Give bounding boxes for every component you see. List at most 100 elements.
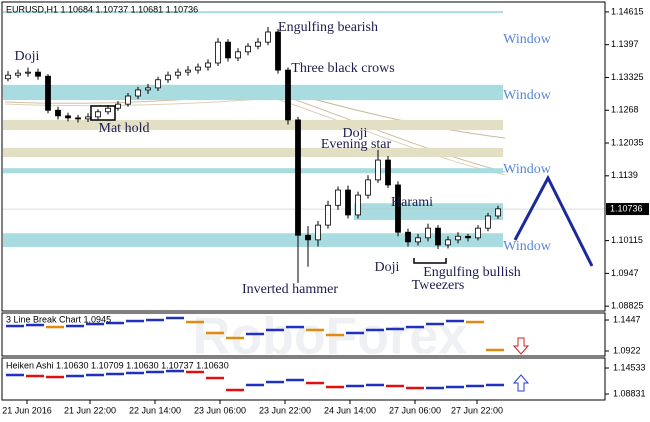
watermark: RoboForex bbox=[193, 308, 468, 366]
candle-body bbox=[395, 184, 401, 233]
sub-mark bbox=[246, 383, 264, 387]
y-tick-label: 1.1268 bbox=[611, 105, 639, 115]
sub-mark bbox=[86, 322, 104, 326]
candle-body bbox=[5, 74, 11, 80]
sub-mark bbox=[46, 375, 64, 379]
candle-body bbox=[255, 41, 261, 47]
sub-mark bbox=[246, 332, 264, 336]
sub-mark bbox=[226, 388, 244, 392]
panel-title: Heiken Ashi 1.10630 1.10709 1.10630 1.10… bbox=[6, 360, 229, 370]
annotation: Window bbox=[503, 88, 552, 103]
sub-mark bbox=[146, 318, 164, 322]
candle-body bbox=[385, 159, 391, 186]
candle-body bbox=[265, 31, 271, 43]
candle-body bbox=[75, 117, 81, 120]
sub-mark bbox=[366, 383, 384, 387]
annotation: Doji bbox=[375, 260, 400, 275]
sub-mark bbox=[366, 328, 384, 332]
heiken-panel bbox=[1, 357, 606, 401]
sub-mark bbox=[326, 333, 344, 337]
pattern-box bbox=[90, 105, 116, 121]
pattern-bracket bbox=[413, 258, 447, 264]
y-tick-label: 1.13325 bbox=[611, 72, 644, 82]
last-price-label: 1.10736 bbox=[610, 203, 643, 213]
sub-mark bbox=[306, 328, 324, 332]
x-tick-label: 27 Jun 06:00 bbox=[389, 405, 441, 415]
candle-body bbox=[115, 103, 121, 109]
candle-body bbox=[205, 62, 211, 68]
candle-body bbox=[105, 107, 111, 113]
annotation: Window bbox=[503, 239, 552, 254]
sub-mark bbox=[386, 327, 404, 331]
y-tick-label: 1.12035 bbox=[611, 137, 644, 147]
sub-mark bbox=[166, 369, 184, 373]
x-tick-label: 23 Jun 06:00 bbox=[194, 405, 246, 415]
zone bbox=[3, 168, 503, 174]
candle-body bbox=[95, 111, 101, 118]
candle-body bbox=[295, 119, 301, 236]
line-break-panel bbox=[1, 312, 606, 357]
sub-mark bbox=[46, 325, 64, 329]
annotation: Three black crows bbox=[291, 61, 394, 76]
candle-body bbox=[495, 208, 501, 217]
sub-mark bbox=[446, 319, 464, 323]
zone bbox=[3, 233, 503, 247]
candle-body bbox=[335, 189, 341, 206]
candle-body bbox=[345, 189, 351, 216]
panel-title: 3 Line Break Chart 1.0945 bbox=[6, 314, 111, 324]
annotation: Doji bbox=[15, 49, 40, 64]
y-tick-label: 1.14615 bbox=[611, 6, 644, 16]
candle-body bbox=[465, 235, 471, 239]
main-panel bbox=[1, 1, 606, 312]
x-tick-label: 23 Jun 22:00 bbox=[259, 405, 311, 415]
candle-body bbox=[315, 224, 321, 241]
annotation: Inverted hammer bbox=[242, 282, 338, 297]
candle-body bbox=[275, 31, 281, 71]
annotation: Engulfing bearish bbox=[278, 20, 378, 35]
candle-body bbox=[45, 75, 51, 111]
candle-body bbox=[55, 109, 61, 117]
sub-mark bbox=[486, 348, 504, 352]
candle-body bbox=[355, 194, 361, 216]
candle-body bbox=[475, 227, 481, 239]
sub-mark bbox=[446, 385, 464, 389]
candle-body bbox=[195, 66, 201, 71]
forecast-arrow bbox=[513, 174, 594, 267]
annotation: Harami bbox=[391, 195, 433, 210]
sub-mark bbox=[426, 386, 444, 390]
sub-mark bbox=[206, 376, 224, 380]
candle-body bbox=[135, 89, 141, 97]
candle-body bbox=[415, 237, 421, 243]
candle-body bbox=[35, 71, 41, 77]
zone bbox=[354, 203, 503, 221]
x-tick-label: 21 Jun 2016 bbox=[2, 405, 52, 415]
candle-body bbox=[15, 72, 21, 76]
sub-mark bbox=[66, 374, 84, 378]
y-tick-label: 1.10115 bbox=[611, 235, 643, 245]
zone bbox=[3, 84, 503, 101]
candle-body bbox=[145, 87, 151, 91]
sub-mark bbox=[26, 374, 44, 378]
candle-body bbox=[85, 116, 91, 120]
candle-body bbox=[65, 115, 71, 119]
sub-mark bbox=[206, 331, 224, 335]
price-marker bbox=[606, 203, 649, 216]
sub-mark bbox=[6, 373, 24, 377]
sub-mark bbox=[106, 372, 124, 376]
annotation: Window bbox=[503, 162, 552, 177]
y-tick-label: 1.14533 bbox=[613, 362, 646, 372]
candle-body bbox=[215, 41, 221, 64]
sub-mark bbox=[426, 322, 444, 326]
sub-mark bbox=[326, 385, 344, 389]
sub-mark bbox=[486, 383, 504, 387]
candle-body bbox=[25, 71, 31, 74]
y-tick-label: 1.08825 bbox=[611, 301, 644, 311]
zone bbox=[3, 11, 503, 14]
sub-mark bbox=[186, 320, 204, 324]
y-tick-label: 1.0947 bbox=[611, 268, 639, 278]
candle-body bbox=[405, 231, 411, 243]
annotation: Tweezers bbox=[412, 278, 465, 293]
sub-mark bbox=[346, 331, 364, 335]
up-arrow bbox=[512, 374, 530, 392]
